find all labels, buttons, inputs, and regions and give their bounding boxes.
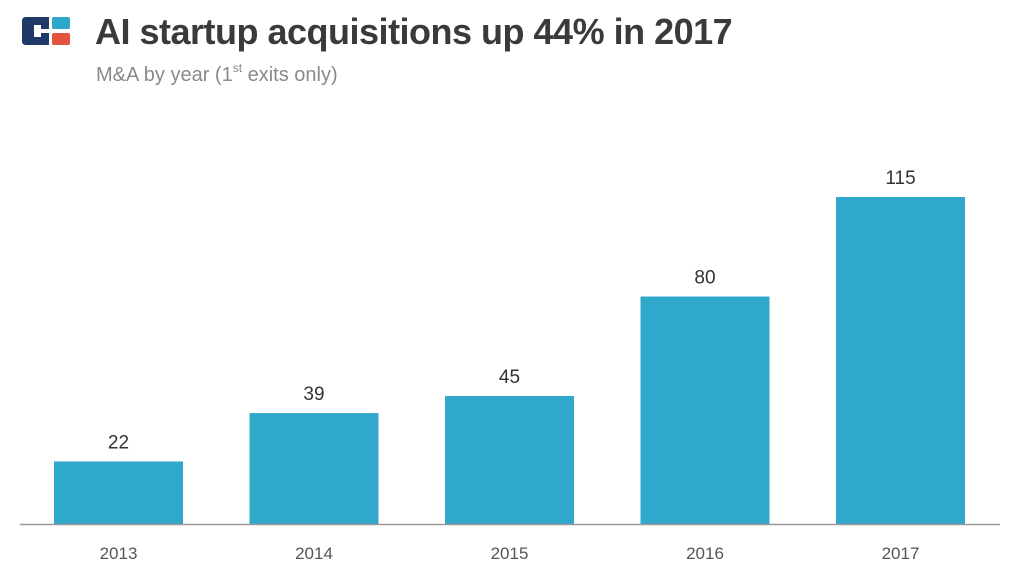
value-label-2015: 45 [499, 367, 520, 388]
value-label-2013: 22 [108, 432, 129, 453]
x-tick-label-2013: 2013 [100, 544, 138, 563]
value-label-2014: 39 [303, 384, 324, 405]
x-tick-label-2016: 2016 [686, 544, 724, 563]
value-label-2017: 115 [885, 168, 915, 189]
logo-red-block [52, 33, 70, 45]
bar-2017 [836, 197, 965, 524]
subtitle-text-start: M&A by year (1 [96, 64, 233, 86]
bar-2013 [54, 461, 183, 524]
chart-title: AI startup acquisitions up 44% in 2017 [95, 11, 733, 52]
x-tick-label-2015: 2015 [491, 544, 529, 563]
bar-2016 [640, 296, 770, 524]
logo-navy-block [22, 17, 49, 45]
value-label-2016: 80 [694, 268, 715, 289]
x-tick-label-2014: 2014 [295, 544, 333, 563]
chart-subtitle: M&A by year (1st exits only) [96, 62, 338, 88]
logo-blue-block [52, 17, 70, 29]
bar-2015 [445, 396, 574, 524]
x-tick-label-2017: 2017 [882, 544, 920, 563]
subtitle-superscript: st [232, 61, 243, 76]
value-labels-group: 22 39 45 80 115 [108, 168, 916, 453]
bars-group [54, 197, 965, 524]
bar-2014 [249, 413, 379, 524]
cb-insights-logo-icon [22, 17, 70, 45]
x-tick-labels-group: 2013 2014 2015 2016 2017 [100, 544, 920, 563]
subtitle-text-end: exits only) [242, 64, 338, 86]
